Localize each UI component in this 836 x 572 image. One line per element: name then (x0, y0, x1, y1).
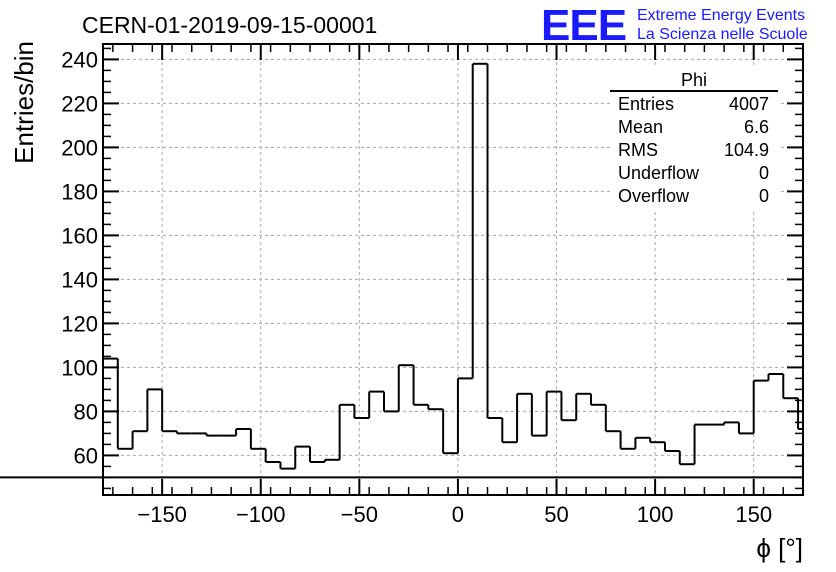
axes: 60 80 100 120 140 160 180 200 220 240 −150 −100 −50 0… (61, 43, 804, 527)
stats-label-overflow: Overflow (618, 186, 690, 206)
stats-value-entries: 4007 (729, 94, 769, 114)
stats-box: Phi Entries 4007 Mean 6.6 RMS 104.9 Unde… (610, 66, 778, 210)
stats-value-rms: 104.9 (724, 140, 769, 160)
y-axis-label: Entries/bin (9, 41, 39, 164)
logo-line-1: Extreme Energy Events (637, 7, 805, 24)
stats-value-overflow: 0 (759, 186, 769, 206)
x-tick-label: 150 (735, 502, 772, 527)
stats-label-rms: RMS (618, 140, 658, 160)
x-tick-label: −100 (236, 502, 286, 527)
stats-label-mean: Mean (618, 117, 663, 137)
y-tick-label: 180 (61, 179, 98, 204)
stats-value-mean: 6.6 (744, 117, 769, 137)
y-tick-label: 140 (61, 267, 98, 292)
plot-frame (102, 43, 804, 496)
x-tick-label: −50 (341, 502, 378, 527)
y-tick-label: 220 (61, 91, 98, 116)
x-axis-label: ϕ [°] (756, 533, 803, 563)
stats-label-entries: Entries (618, 94, 674, 114)
chart-title: CERN-01-2019-09-15-00001 (82, 12, 377, 38)
logo-text: EEE (541, 1, 626, 50)
x-tick-label: −150 (137, 502, 187, 527)
y-tick-label: 200 (61, 135, 98, 160)
eee-logo: EEE Extreme Energy Events La Scienza nel… (541, 1, 808, 50)
y-tick-label: 160 (61, 223, 98, 248)
stats-box-title: Phi (681, 70, 707, 90)
x-tick-label: 0 (452, 502, 464, 527)
histogram-series (0, 62, 804, 495)
logo-line-2: La Scienza nelle Scuole (637, 26, 808, 43)
y-tick-label: 60 (74, 443, 98, 468)
stats-label-underflow: Underflow (618, 163, 700, 183)
y-tick-label: 120 (61, 311, 98, 336)
y-tick-label: 240 (61, 47, 98, 72)
x-tick-label: 100 (637, 502, 674, 527)
y-tick-label: 80 (74, 399, 98, 424)
y-tick-label: 100 (61, 355, 98, 380)
stats-value-underflow: 0 (759, 163, 769, 183)
x-tick-label: 50 (544, 502, 568, 527)
